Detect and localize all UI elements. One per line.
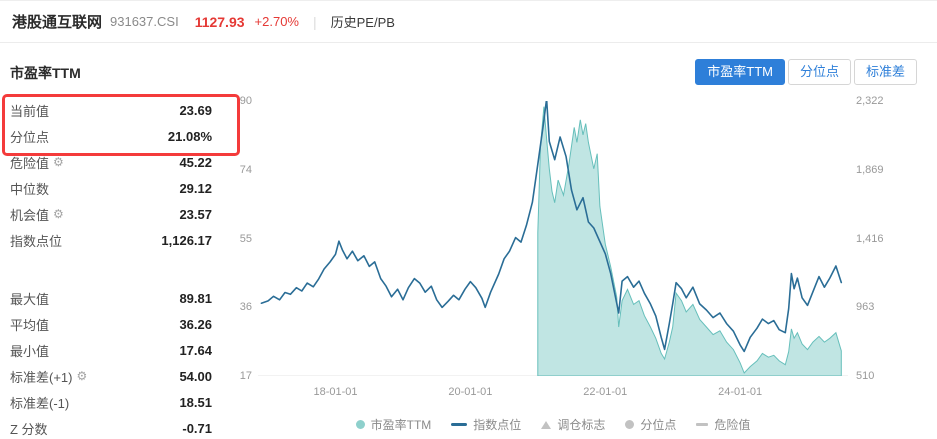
index-line-icon (451, 423, 468, 426)
x-axis-tick: 24-01-01 (718, 386, 763, 398)
stat-value: 29.12 (179, 180, 212, 196)
stat-label: 分位点 (10, 129, 50, 145)
pe-history-chart[interactable] (258, 101, 848, 376)
legend-label: 指数点位 (473, 418, 522, 432)
legend-label: 调仓标志 (557, 418, 606, 432)
stat-label: 最大值 (10, 291, 50, 307)
chart-type-tabs: 市盈率TTM 分位点 标准差 (695, 59, 917, 85)
legend-danger-value[interactable]: 危险值 (696, 416, 750, 433)
header-divider: | (312, 13, 317, 30)
index-name: 港股通互联网 (12, 14, 103, 31)
stat-row-z-score: Z 分数 -0.71 (0, 415, 212, 439)
stat-label: 最小值 (10, 343, 50, 359)
dash-icon (696, 423, 709, 426)
stat-row-percentile: 分位点 21.08% (0, 123, 212, 149)
legend-label: 危险值 (714, 418, 751, 432)
stat-label: Z 分数 (10, 421, 48, 437)
y-axis-left-tick: 36 (239, 301, 252, 314)
stat-label: 机会值 (10, 207, 50, 223)
legend-rebalance-flag[interactable]: 调仓标志 (541, 416, 605, 433)
y-axis-right-tick: 2,322 (856, 95, 884, 107)
legend-label: 分位点 (640, 418, 677, 432)
index-price: 1127.93 (194, 13, 245, 30)
legend-index-points[interactable]: 指数点位 (451, 416, 521, 433)
stat-row-opportunity-value: 机会值 ⚙ 23.57 (0, 201, 212, 227)
stat-value: 23.69 (179, 102, 212, 118)
stat-row-current-value: 当前值 23.69 (0, 97, 212, 123)
stat-label: 标准差(-1) (10, 395, 70, 411)
triangle-icon (541, 420, 552, 429)
gear-icon[interactable]: ⚙ (53, 207, 64, 221)
gear-icon[interactable]: ⚙ (53, 155, 64, 169)
stat-value: 23.57 (179, 206, 212, 222)
tab-pe-ttm[interactable]: 市盈率TTM (695, 59, 785, 85)
gear-icon[interactable]: ⚙ (76, 369, 88, 383)
legend-label: 市盈率TTM (370, 418, 432, 432)
stat-row-danger-value: 危险值 ⚙ 45.22 (0, 149, 212, 175)
stat-label: 危险值 (10, 155, 50, 171)
header: 港股通互联网 931637.CSI 1127.93 +2.70% | 历史PE/… (0, 1, 937, 43)
stat-row-min: 最小值 17.64 (0, 337, 212, 363)
legend-pe-ttm[interactable]: 市盈率TTM (355, 416, 432, 433)
stats-panel: 当前值 23.69 分位点 21.08% 危险值 ⚙ 45.22 中位数 29.1… (0, 97, 256, 439)
y-axis-right-tick: 510 (856, 370, 875, 382)
stat-row-median: 中位数 29.12 (0, 175, 212, 201)
tab-stddev[interactable]: 标准差 (853, 59, 917, 85)
index-change: +2.70% (254, 14, 299, 29)
chart-legend: 市盈率TTM 指数点位 调仓标志 分位点 危险值 (258, 416, 848, 433)
x-axis: 18-01-01 20-01-01 22-01-01 24-01-01 (258, 386, 848, 400)
stat-value: 17.64 (179, 342, 212, 358)
y-axis-right-tick: 1,416 (856, 232, 884, 245)
stat-value: 45.22 (179, 154, 212, 170)
stat-label: 中位数 (10, 181, 50, 197)
stat-row-stddev-plus1: 标准差(+1) ⚙ 54.00 (0, 363, 212, 389)
stat-row-index-points: 指数点位 1,126.17 (0, 227, 212, 253)
y-axis-left-tick: 55 (239, 232, 252, 245)
x-axis-tick: 18-01-01 (313, 386, 358, 398)
y-axis-right: 2,322 1,869 1,416 963 510 (856, 95, 902, 382)
panel-title: 市盈率TTM (10, 65, 81, 81)
stat-value: 89.81 (179, 290, 212, 306)
tab-percentile[interactable]: 分位点 (787, 59, 851, 85)
pe-ttm-circle-icon (355, 420, 365, 429)
stat-value: 1,126.17 (161, 232, 212, 248)
percentile-circle-icon (625, 420, 635, 429)
index-code: 931637.CSI (110, 14, 179, 29)
y-axis-left-tick: 74 (239, 163, 252, 176)
y-axis-right-tick: 1,869 (856, 163, 884, 176)
legend-percentile[interactable]: 分位点 (625, 416, 676, 433)
stat-row-stddev-minus1: 标准差(-1) 18.51 (0, 389, 212, 415)
stat-value: 21.08% (167, 128, 212, 144)
history-pe-pb-label: 历史PE/PB (330, 15, 395, 30)
y-axis-right-tick: 963 (856, 301, 875, 314)
stat-label: 当前值 (10, 103, 50, 119)
y-axis-left-tick: 17 (239, 370, 252, 382)
stat-row-max: 最大值 89.81 (0, 285, 212, 311)
y-axis-left: 90 74 55 36 17 (220, 95, 252, 382)
stat-label: 标准差(+1) (10, 369, 73, 385)
y-axis-left-tick: 90 (239, 95, 252, 107)
x-axis-tick: 22-01-01 (583, 386, 628, 398)
stat-label: 指数点位 (10, 233, 63, 249)
stat-value: 18.51 (179, 394, 212, 410)
stat-value: 54.00 (179, 368, 212, 384)
chart-canvas[interactable] (258, 101, 848, 376)
stat-label: 平均值 (10, 317, 50, 333)
stat-value: 36.26 (179, 316, 212, 332)
stat-row-average: 平均值 36.26 (0, 311, 212, 337)
stat-value: -0.71 (182, 420, 212, 436)
x-axis-tick: 20-01-01 (448, 386, 493, 398)
